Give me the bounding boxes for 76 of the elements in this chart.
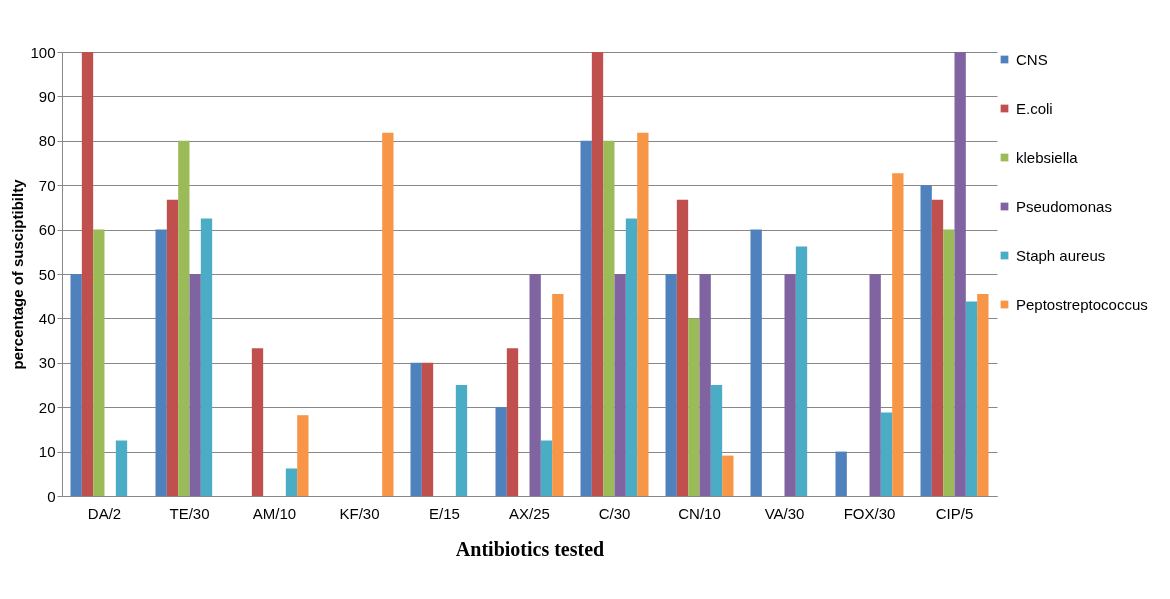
bar [455, 385, 468, 496]
y-tick-label: 50 [38, 265, 56, 283]
x-tick-label: C/30 [598, 504, 631, 522]
bar [166, 199, 179, 496]
y-tick-label: 40 [38, 309, 56, 327]
x-tick-label: CIP/5 [935, 504, 974, 522]
legend-label: CNS [1016, 50, 1048, 68]
x-tick-label: FOX/30 [843, 504, 896, 522]
x-tick-label: E/15 [429, 504, 460, 522]
bar [750, 229, 762, 496]
bar [795, 246, 808, 496]
bar [880, 412, 893, 496]
bar [869, 274, 881, 496]
bar [382, 132, 394, 496]
y-tick-label: 70 [38, 176, 56, 194]
legend-label: E.coli [1016, 99, 1053, 117]
bar [965, 301, 978, 496]
bar [285, 468, 298, 496]
y-tick-label: 90 [38, 87, 56, 105]
bar [410, 362, 422, 496]
bar [688, 318, 700, 496]
bar [710, 385, 723, 496]
bar [552, 293, 564, 496]
bar [625, 218, 638, 496]
bar [665, 274, 677, 496]
bar [614, 274, 626, 496]
bar [943, 229, 955, 496]
bar [70, 274, 82, 496]
bar [93, 229, 105, 496]
bar [931, 199, 944, 496]
bar [297, 415, 309, 496]
bar [155, 229, 167, 496]
bar [189, 274, 201, 496]
bar [676, 199, 689, 496]
legend-label: Peptostreptococcus [1016, 295, 1148, 313]
bar [920, 185, 932, 496]
bar [540, 440, 553, 496]
bar [892, 173, 904, 496]
bar [835, 451, 847, 496]
x-tick-label: AX/25 [509, 504, 550, 522]
y-tick-label: 0 [47, 487, 56, 505]
y-axis-title: percentage of susciptibilty [9, 178, 27, 370]
bar [178, 140, 190, 496]
bar [421, 362, 434, 496]
y-tick-label: 60 [38, 221, 56, 239]
bar [115, 440, 128, 496]
y-tick-label: 10 [38, 443, 56, 461]
bar [977, 293, 989, 496]
bar [591, 52, 604, 496]
y-tick-label: 20 [38, 398, 56, 416]
bar [722, 455, 734, 496]
x-tick-label: TE/30 [169, 504, 210, 522]
x-tick-label: CN/10 [678, 504, 721, 522]
legend-label: klebsiella [1016, 148, 1079, 166]
bar [495, 407, 507, 496]
bar [506, 348, 519, 496]
y-tick-label: 100 [30, 43, 56, 61]
bar [699, 274, 711, 496]
x-tick-label: AM/10 [252, 504, 297, 522]
bar [603, 140, 615, 496]
bar [81, 52, 94, 496]
bar [200, 218, 213, 496]
bar [251, 348, 264, 496]
bar [954, 52, 966, 496]
x-tick-label: DA/2 [87, 504, 122, 522]
legend-label: Staph aureus [1016, 246, 1106, 264]
x-tick-label: KF/30 [339, 504, 380, 522]
bar [637, 132, 649, 496]
bar [529, 274, 541, 496]
y-tick-label: 80 [38, 132, 56, 150]
x-axis-title: Antibiotics tested [455, 537, 605, 560]
bar [580, 140, 592, 496]
legend-label: Pseudomonas [1016, 197, 1112, 215]
bar [784, 274, 796, 496]
x-tick-label: VA/30 [764, 504, 805, 522]
y-tick-label: 30 [38, 354, 56, 372]
